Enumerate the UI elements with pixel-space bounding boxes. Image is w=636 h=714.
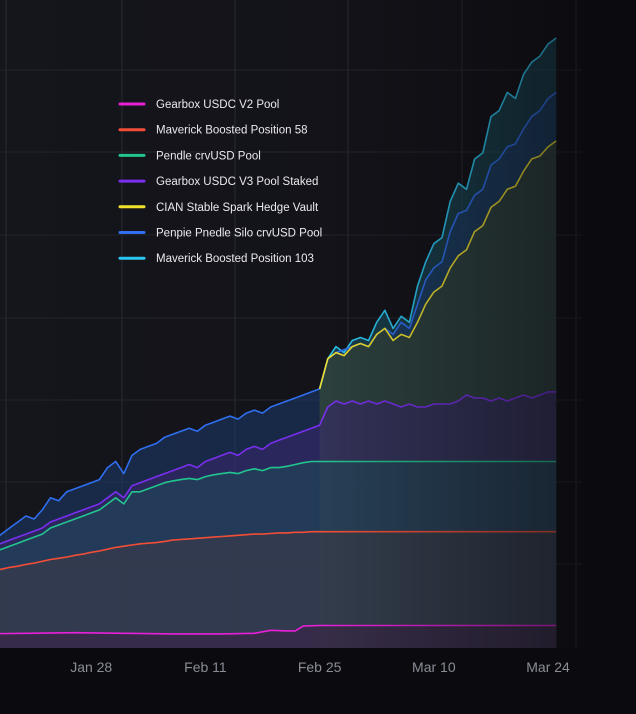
- legend-label: Penpie Pnedle Silo crvUSD Pool: [156, 228, 322, 240]
- x-tick-label: Jan 28: [70, 659, 112, 675]
- legend-item: CIAN Stable Spark Hedge Vault: [118, 202, 319, 214]
- legend-label: Gearbox USDC V3 Pool Staked: [156, 176, 318, 188]
- legend-item: Penpie Pnedle Silo crvUSD Pool: [118, 228, 322, 240]
- legend: Gearbox USDC V2 Pool Maverick Boosted Pos…: [118, 99, 322, 265]
- legend-label: Maverick Boosted Position 58: [156, 125, 308, 137]
- x-tick-label: Mar 10: [412, 659, 456, 675]
- legend-item: Gearbox USDC V3 Pool Staked: [118, 176, 318, 188]
- legend-item: Gearbox USDC V2 Pool: [118, 99, 279, 111]
- legend-label: Pendle crvUSD Pool: [156, 150, 261, 162]
- x-tick-label: Mar 24: [526, 659, 570, 675]
- x-tick-label: Feb 25: [298, 659, 342, 675]
- legend-item: Maverick Boosted Position 58: [118, 125, 308, 137]
- legend-label: Gearbox USDC V2 Pool: [156, 99, 279, 111]
- x-tick-label: Feb 11: [184, 659, 227, 675]
- legend-item: Pendle crvUSD Pool: [118, 150, 261, 162]
- legend-label: CIAN Stable Spark Hedge Vault: [156, 202, 319, 214]
- legend-item: Maverick Boosted Position 103: [118, 253, 314, 265]
- legend-label: Maverick Boosted Position 103: [156, 253, 314, 265]
